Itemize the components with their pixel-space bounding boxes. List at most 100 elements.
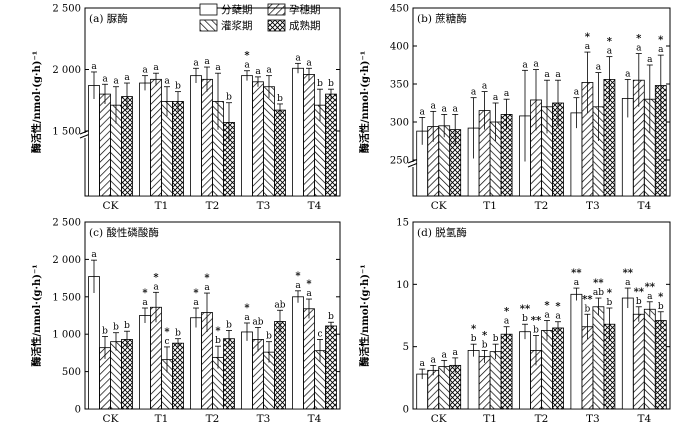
bar [172, 342, 184, 410]
y-tick-label: 450 [390, 4, 409, 15]
significance-letter: b [328, 312, 334, 322]
bar [303, 308, 315, 410]
significance-letter: b [215, 336, 221, 346]
significance-star: ** [645, 282, 656, 293]
x-tick-label: CK [431, 200, 447, 212]
significance-star: ** [531, 315, 542, 326]
bar [241, 331, 253, 410]
significance-letter: a [442, 104, 448, 114]
y-axis-label: 酶活性/nmol·(g·h)⁻¹ [30, 51, 43, 153]
significance-letter: a [266, 66, 272, 76]
significance-letter: a [244, 313, 250, 323]
x-tick-label: T3 [586, 413, 600, 424]
significance-star: * [636, 34, 642, 45]
significance-letter: a [493, 93, 499, 103]
x-tick-label: T4 [308, 413, 322, 424]
y-tick-label: 2 500 [52, 218, 81, 229]
x-tick-label: T2 [206, 413, 220, 424]
significance-star: * [607, 37, 613, 48]
bar [241, 75, 253, 197]
significance-letter: b [124, 321, 130, 331]
bar [110, 341, 122, 410]
significance-letter: a [420, 359, 426, 369]
x-tick-label: CK [431, 413, 447, 424]
panel-title: (d) 脱氢酶 [417, 226, 467, 239]
significance-letter: b [113, 323, 119, 333]
significance-star: * [544, 300, 550, 311]
legend-swatch [199, 19, 218, 32]
significance-letter: a [574, 278, 580, 288]
bar [438, 366, 451, 410]
legend-label: 灌浆期 [221, 19, 253, 32]
significance-star: * [244, 51, 250, 62]
significance-letter: b [102, 326, 108, 336]
significance-letter: a [453, 104, 459, 114]
bar [654, 320, 667, 410]
significance-letter: a [482, 82, 488, 92]
y-tick-label: 5 [403, 342, 409, 353]
bar [263, 86, 275, 197]
significance-letter: a [124, 73, 130, 83]
bar [500, 333, 513, 410]
bar [552, 327, 564, 410]
significance-star: ** [582, 294, 593, 305]
significance-letter: b [493, 334, 499, 344]
bar [201, 78, 213, 197]
significance-star: * [164, 327, 170, 338]
y-axis-label: 酶活性/nmol·(g·h)⁻¹ [358, 264, 371, 366]
x-tick-label: T1 [483, 200, 497, 212]
significance-letter: a [306, 289, 312, 299]
bar [632, 313, 645, 410]
significance-letter: b [607, 298, 613, 308]
bar [467, 350, 480, 410]
significance-letter: b [482, 340, 488, 350]
significance-star: * [504, 307, 510, 318]
significance-letter: a [306, 58, 312, 68]
significance-letter: b [328, 79, 334, 89]
x-tick-label: T1 [155, 200, 169, 212]
legend-swatch [267, 3, 286, 16]
y-tick-label: 2 000 [52, 65, 81, 76]
x-tick-label: T2 [206, 200, 220, 212]
significance-letter: a [420, 107, 426, 117]
bar [325, 325, 337, 410]
significance-letter: a [113, 77, 119, 87]
significance-letter: ab [593, 288, 604, 298]
significance-star: * [244, 303, 250, 314]
y-tick-label: 500 [62, 367, 81, 378]
x-tick-label: T1 [483, 413, 497, 424]
significance-letter: a [533, 60, 539, 70]
significance-star: * [306, 279, 312, 290]
significance-letter: a [295, 281, 301, 291]
bar [427, 369, 440, 410]
y-tick-label: 400 [390, 42, 409, 53]
significance-letter: a [215, 63, 221, 73]
significance-letter: a [91, 250, 97, 260]
bar [519, 331, 531, 410]
bar [478, 356, 491, 410]
significance-letter: a [555, 312, 561, 322]
significance-letter: a [607, 47, 613, 57]
x-tick-label: T4 [637, 413, 651, 424]
significance-letter: b [277, 94, 283, 104]
bar [274, 321, 286, 410]
y-tick-label: 350 [390, 80, 409, 91]
x-tick-label: CK [103, 413, 119, 424]
y-tick-label: 300 [390, 118, 409, 129]
bar [325, 93, 337, 197]
legend-label: 分蘖期 [221, 3, 253, 16]
significance-letter: b [266, 332, 272, 342]
bar [139, 82, 151, 197]
significance-star: * [585, 32, 591, 43]
panel-title: (a) 脲酶 [89, 12, 128, 25]
significance-star: * [658, 35, 664, 46]
significance-letter: a [625, 69, 631, 79]
bar [489, 351, 502, 410]
x-tick-label: T2 [535, 200, 549, 212]
x-tick-label: T4 [637, 200, 651, 212]
significance-letter: a [636, 44, 642, 54]
